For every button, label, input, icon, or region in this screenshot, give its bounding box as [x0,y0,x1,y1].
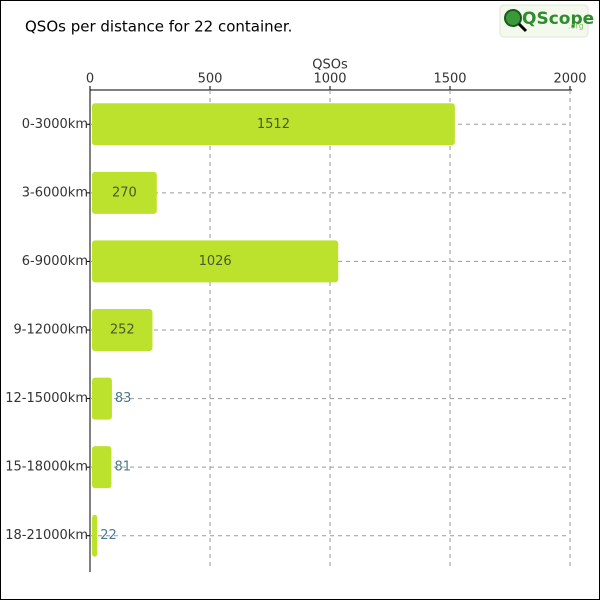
x-tick-label: 1500 [433,72,466,87]
y-tick-label: 15-18000km [5,460,88,475]
x-tick-label: 1000 [313,72,346,87]
bar [92,377,112,420]
bar [92,240,339,283]
bar [92,446,112,489]
chart-title: QSOs per distance for 22 container. [25,18,292,36]
y-tick-label: 12-15000km [5,391,88,406]
logo-name: QScope [522,9,594,29]
bar [92,171,157,214]
value-label: 1026 [199,254,232,269]
x-tick-label: 500 [198,72,223,87]
value-label: 252 [110,323,135,338]
bar [92,514,98,557]
value-label: 81 [114,460,131,475]
logo-suffix: .org [568,22,584,31]
logo-handle [517,22,528,33]
x-tick-label: 0 [86,72,94,87]
y-tick-label: 6-9000km [22,254,88,269]
y-tick-label: 9-12000km [13,323,88,338]
value-label: 270 [112,185,137,200]
bar [92,309,153,351]
value-label: 83 [115,391,132,406]
x-tick-label: 2000 [553,72,586,87]
value-label: 22 [100,528,117,543]
logo-globe [504,9,522,27]
y-tick-label: 18-21000km [5,528,88,543]
value-label: 1512 [257,117,290,132]
bar [92,103,455,146]
logo: QScope .org [499,4,594,38]
y-tick-label: 0-3000km [22,117,88,132]
x-axis-label: QSOs [312,58,348,73]
y-tick-label: 3-6000km [22,185,88,200]
